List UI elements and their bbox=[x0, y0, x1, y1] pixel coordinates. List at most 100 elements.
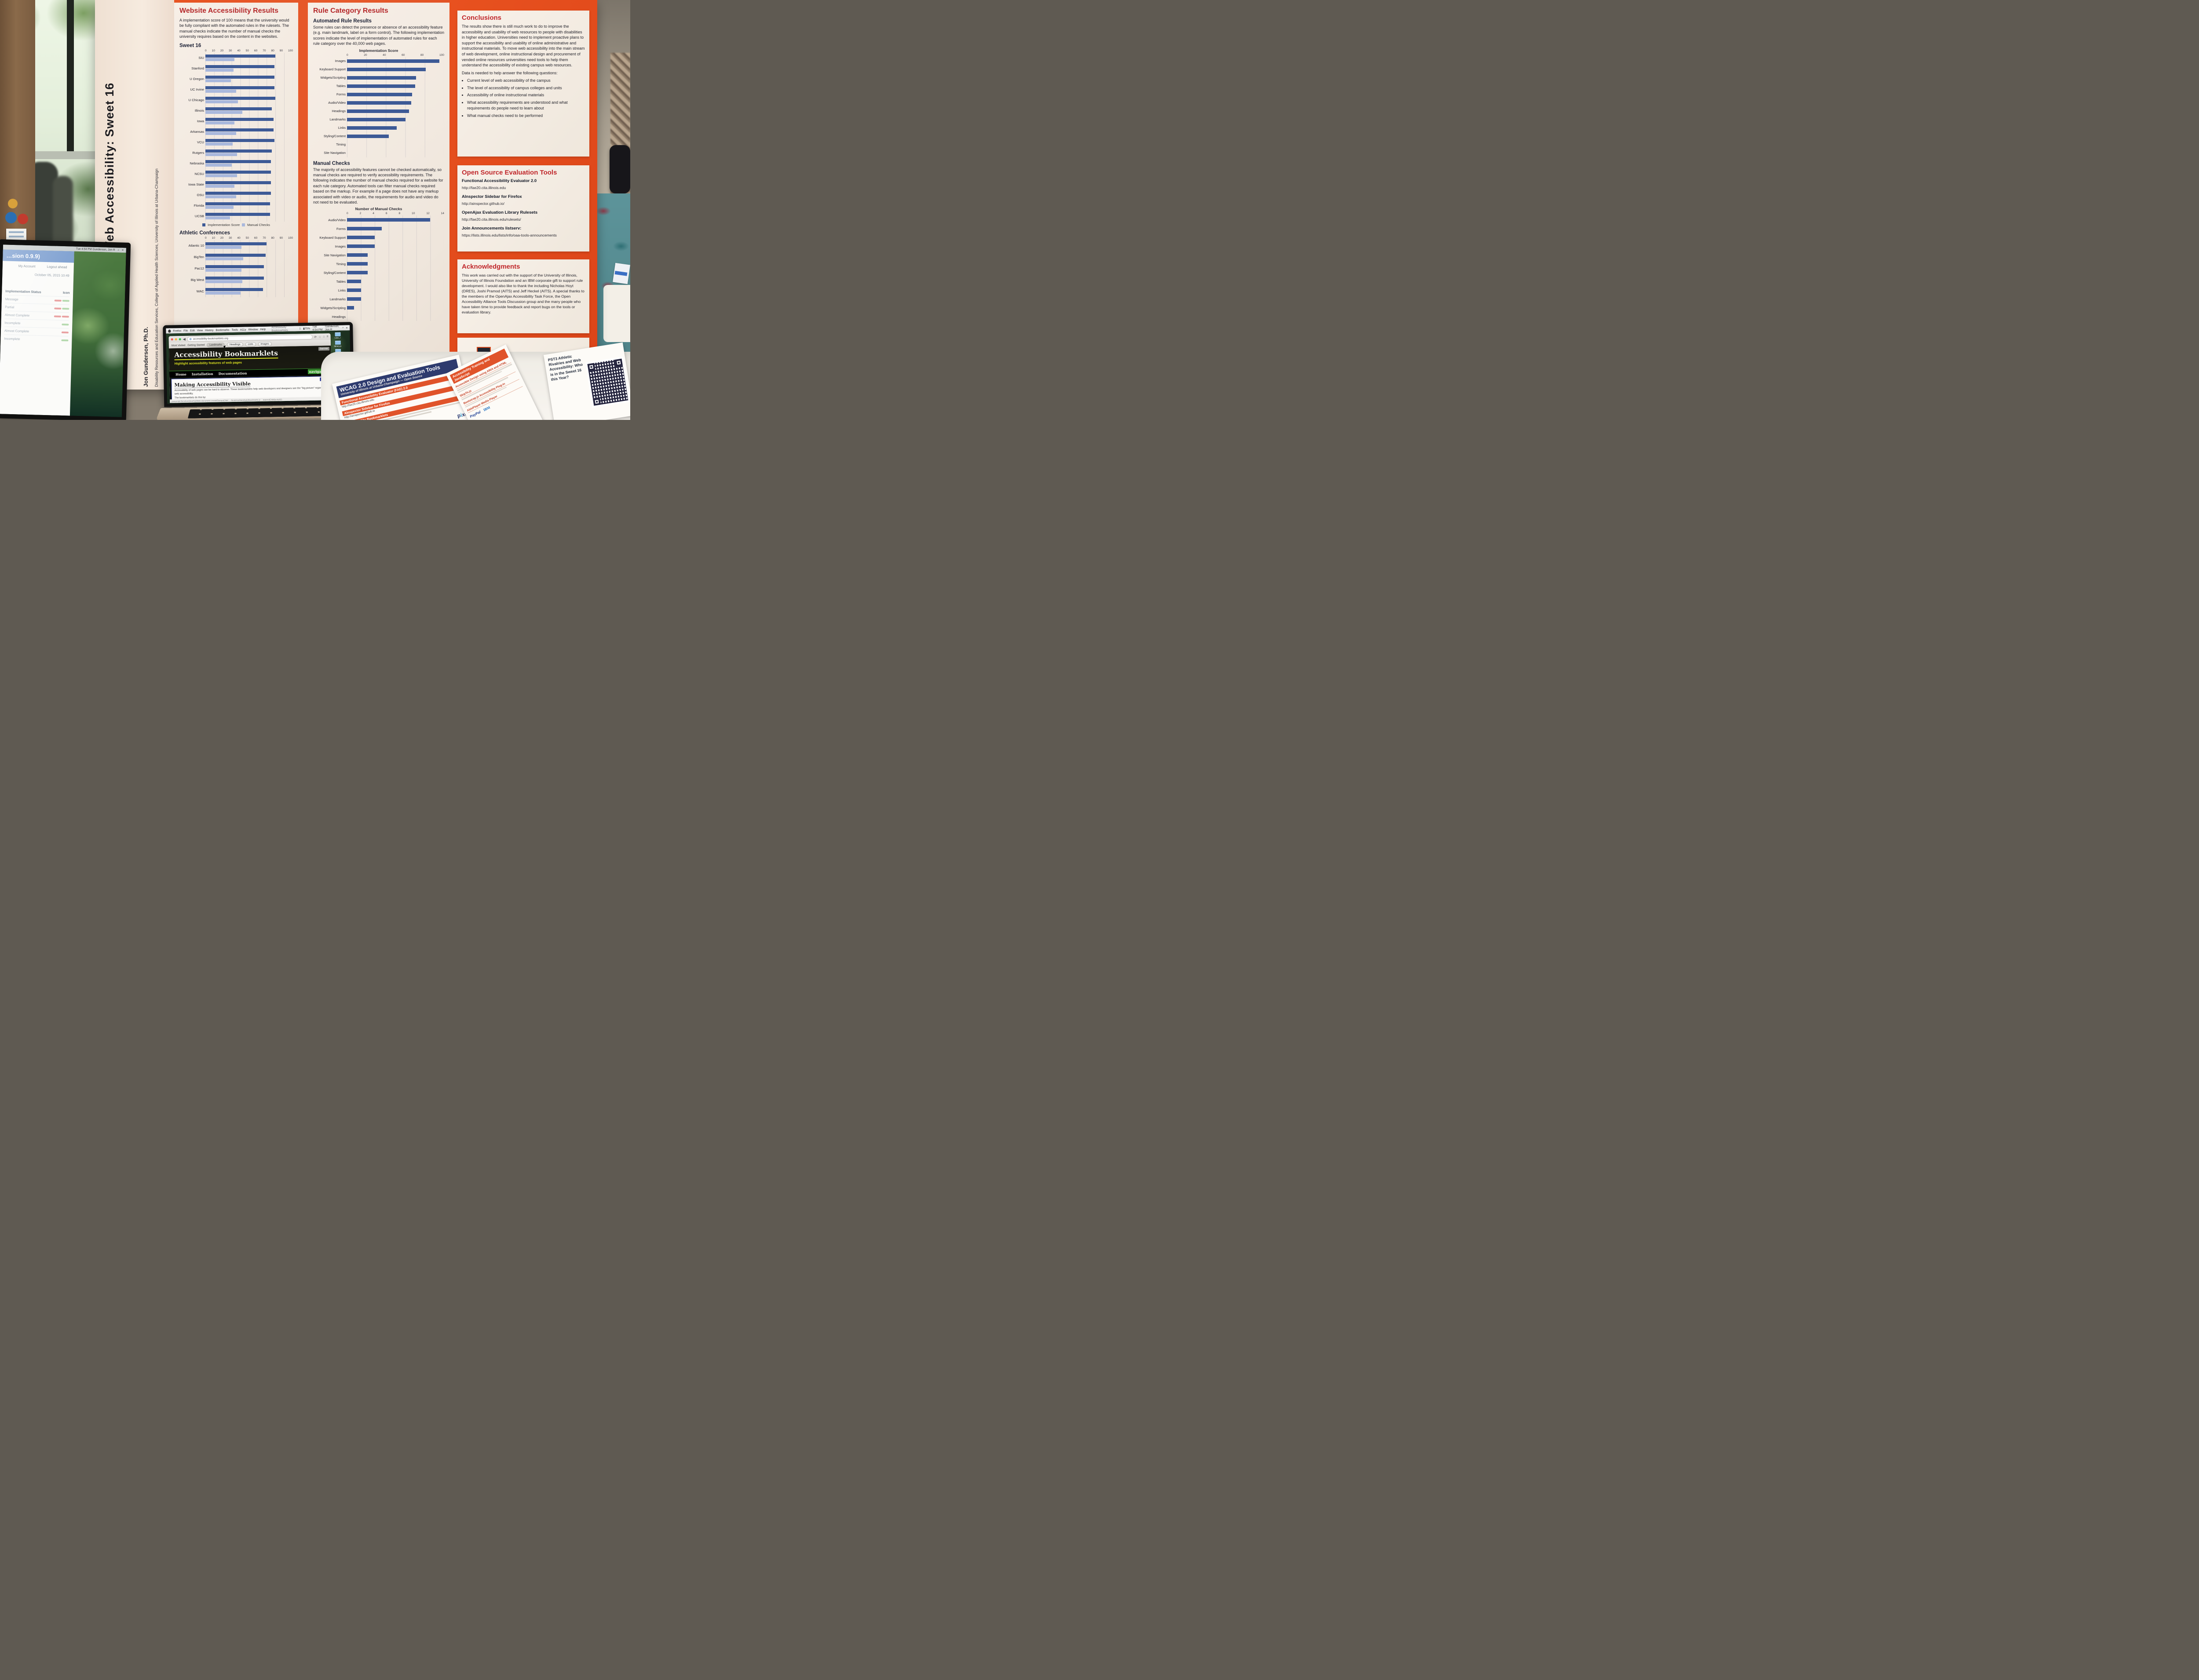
menubar-item[interactable]: Tools bbox=[231, 328, 238, 332]
menubar-item[interactable]: History bbox=[205, 328, 214, 332]
chart-bars bbox=[205, 158, 293, 169]
chart-bar bbox=[205, 149, 272, 153]
menubar-item[interactable]: View bbox=[197, 328, 203, 332]
close-window-button[interactable] bbox=[171, 338, 173, 341]
menubar-item[interactable]: A11y bbox=[240, 328, 246, 332]
bluetooth-icon[interactable]: ᛒ bbox=[299, 327, 301, 330]
chart-category-label: Tables bbox=[336, 84, 346, 88]
chart-bars bbox=[205, 285, 293, 297]
chart-bar bbox=[205, 185, 234, 188]
chart-bar bbox=[205, 269, 241, 272]
cardboard-box bbox=[0, 0, 35, 259]
menubar-item[interactable]: Window bbox=[248, 328, 258, 331]
reload-icon[interactable]: ⟳ bbox=[314, 335, 317, 339]
back-button[interactable]: ◀ bbox=[183, 337, 186, 341]
chart-bars bbox=[205, 126, 293, 137]
axis-tick-label: 20 bbox=[220, 49, 224, 52]
chart-row: Big West bbox=[179, 274, 293, 286]
fae-nav-link[interactable]: My Account bbox=[18, 264, 36, 269]
round-sticker bbox=[18, 214, 28, 224]
menubar-item[interactable]: Bookmarks bbox=[216, 328, 230, 332]
search-icon[interactable]: ⌕ bbox=[117, 248, 120, 251]
chart-row: Landmarks bbox=[313, 115, 444, 124]
menubar-item[interactable]: Help bbox=[260, 328, 266, 331]
chart-bar bbox=[205, 118, 274, 121]
home-icon[interactable]: ⌂ bbox=[323, 335, 325, 339]
axis-tick-label: 10 bbox=[412, 212, 415, 215]
chart-row: Styling/Content bbox=[313, 132, 444, 141]
conclusion-bullet: The level of accessibility of campus col… bbox=[467, 85, 585, 91]
chart-bars bbox=[205, 84, 293, 95]
chart-category-label: Headings bbox=[332, 109, 346, 113]
chart-category-label: Keyboard Support bbox=[319, 67, 346, 72]
chart-bars bbox=[347, 242, 444, 251]
chart-row: Atlantic 10 bbox=[179, 240, 293, 251]
minimize-window-button[interactable] bbox=[175, 338, 177, 341]
conclusion-bullet: Accessibility of online instructional ma… bbox=[467, 92, 585, 98]
bookmark-item[interactable]: Most Visited bbox=[171, 344, 186, 347]
axis-tick-label: 0 bbox=[347, 212, 348, 215]
qr-flyer[interactable]: PST3 Athletic Rivalries and Web Accessib… bbox=[543, 342, 630, 420]
acknowledgments-box: Acknowledgments This work was carried ou… bbox=[457, 259, 589, 333]
chart-bar bbox=[347, 84, 415, 88]
tool-item: Join Announcements listserv: https://lis… bbox=[462, 226, 585, 239]
chart-row: Links bbox=[313, 124, 444, 132]
black-handbag bbox=[610, 145, 630, 193]
menubar-item[interactable]: Firefox bbox=[173, 329, 182, 332]
apple-menu-icon[interactable] bbox=[168, 329, 171, 333]
tool-name: OpenAjax Evaluation Library Rulesets bbox=[462, 210, 538, 215]
menu-icon[interactable]: ≡ bbox=[326, 335, 329, 339]
chart-bars bbox=[347, 65, 444, 74]
menubar-item[interactable]: Edit bbox=[190, 329, 195, 332]
chart-category-label: Audio/Video bbox=[328, 218, 346, 222]
site-icon bbox=[189, 338, 192, 340]
chart-bars bbox=[347, 295, 444, 304]
chart-category-label: Timing bbox=[336, 262, 346, 266]
list-icon[interactable]: ≡ bbox=[122, 248, 124, 252]
chart-category-label: VCU bbox=[197, 140, 204, 144]
chart-category-label: Rutgers bbox=[192, 150, 204, 155]
nav-home-link[interactable]: Home bbox=[175, 372, 186, 376]
zoom-window-button[interactable] bbox=[179, 338, 181, 341]
conference-table-scene: Athletic Rivalries and Web Accessibility… bbox=[0, 0, 630, 420]
chart-bars bbox=[347, 224, 444, 233]
chart-bars bbox=[347, 215, 444, 225]
bookmark-star-icon[interactable]: ☆ bbox=[318, 335, 321, 339]
landmarks-bookmarklet-button[interactable]: Landmarks bbox=[207, 342, 227, 350]
nav-installation-link[interactable]: Installation bbox=[191, 372, 213, 376]
section-heading: Acknowledgments bbox=[462, 263, 520, 270]
menubar-item[interactable]: File bbox=[183, 329, 188, 332]
search-icon[interactable]: ⌕ bbox=[342, 326, 344, 329]
chart-bars bbox=[347, 140, 444, 149]
fae-nav-link[interactable]: Logout ahead bbox=[47, 265, 67, 270]
chart-row: Images bbox=[313, 242, 444, 251]
flyer-on-side-table bbox=[613, 262, 630, 284]
headings-bookmarklet-button[interactable]: Headings bbox=[226, 342, 243, 347]
external-monitor: Tue 4:54 PM Gunderson, Jon R ⌕ ≡ …sion 0… bbox=[0, 239, 131, 420]
chart-row: SIU bbox=[179, 52, 293, 63]
chart-bar bbox=[347, 288, 361, 292]
lists-bookmarklet-button[interactable]: Lists bbox=[245, 342, 256, 347]
chart-bar bbox=[205, 254, 266, 257]
notification-center-icon[interactable]: ≡ bbox=[346, 326, 348, 330]
chart-row: Iowa bbox=[179, 116, 293, 127]
data-intro: Data is needed to help answer the follow… bbox=[462, 70, 558, 75]
axis-tick-label: 6 bbox=[385, 212, 387, 215]
chart-bar bbox=[347, 109, 409, 113]
chart-bar bbox=[205, 111, 242, 114]
tool-url: http://fae20.cita.illinois.edu/rulesets/ bbox=[462, 217, 521, 222]
chart-bars bbox=[205, 274, 293, 286]
images-bookmarklet-button[interactable]: Images bbox=[258, 341, 272, 346]
conclusion-bullet: Current level of web accessibility of th… bbox=[467, 78, 585, 84]
desktop-wallpaper bbox=[70, 251, 126, 417]
chart-bar bbox=[205, 100, 238, 104]
chart-bars bbox=[205, 63, 293, 74]
chart-row: Site Navigation bbox=[313, 251, 444, 260]
ibm-logo: IBM bbox=[482, 405, 491, 412]
nav-documentation-link[interactable]: Documentation bbox=[218, 371, 247, 376]
chart-bars bbox=[205, 105, 293, 116]
bookmark-item[interactable]: Getting Started bbox=[187, 343, 205, 347]
chart-bar bbox=[205, 142, 233, 146]
chart-bar bbox=[347, 135, 389, 138]
chart-bar bbox=[205, 206, 234, 209]
